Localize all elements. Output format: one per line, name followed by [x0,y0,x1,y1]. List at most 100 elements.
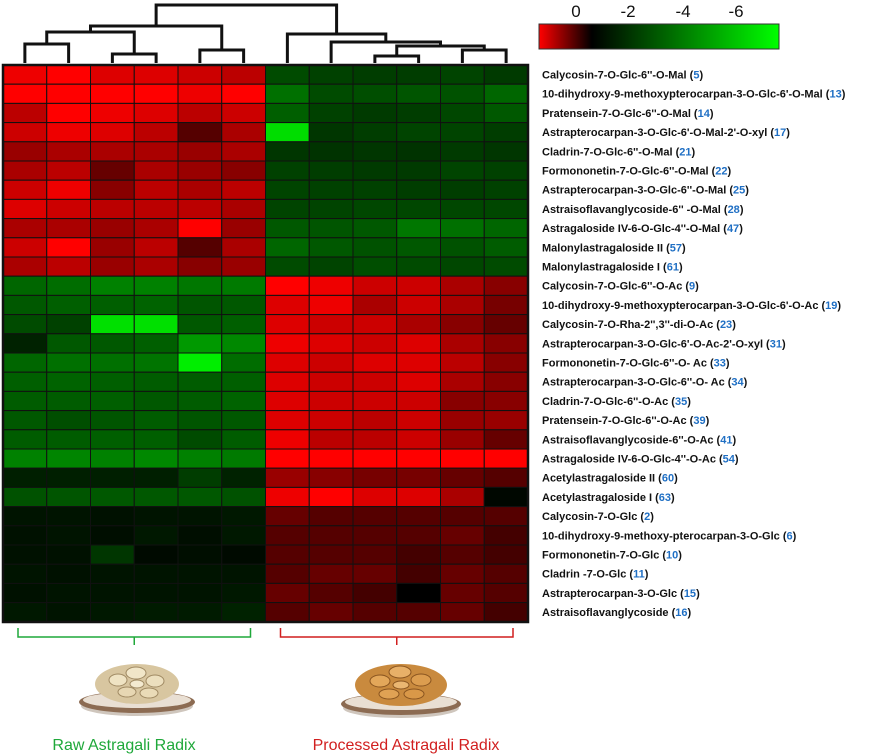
heatmap-cell [177,141,223,162]
heatmap-cell [308,64,354,85]
heatmap-cell [46,256,91,277]
row-label: Cladrin-7-O-Glc-6''-O-Ac (35) [542,396,691,408]
heatmap-cell [221,467,266,488]
heatmap-cell [308,141,354,162]
heatmap-cell [308,486,354,508]
row-label: Cladrin-7-O-Glc-6''-O-Mal (21) [542,146,696,158]
heatmap-cell [177,333,223,354]
heatmap-cell [265,275,310,296]
group-label: Raw Astragali Radix [52,737,195,754]
row-label: 10-dihydroxy-9-methoxypterocarpan-3-O-Gl… [542,300,841,312]
heatmap-cell [440,198,485,220]
heatmap-cell [265,141,310,162]
heatmap-cell [2,294,48,316]
heatmap-cell [396,544,441,565]
heatmap-cell [90,602,135,623]
dendrogram-branch [373,54,421,63]
heatmap-cell [2,179,48,200]
row-label: Astraisoflavanglycoside-6''-O-Ac (41) [542,434,736,446]
heatmap-cell [2,64,48,85]
heatmap-cell [396,275,441,296]
heatmap-cell [221,352,266,373]
heatmap-cell [177,122,223,143]
heatmap-cell [133,179,179,200]
heatmap-cell [221,179,266,200]
heatmap-cell [2,506,48,527]
heatmap-cell [308,237,354,258]
heatmap-cell [133,294,179,316]
heatmap-cell [352,83,398,104]
heatmap-cell [265,506,310,527]
heatmap-cell [396,525,441,546]
heatmap-cell [308,390,354,412]
heatmap-cell [483,256,529,277]
dendrogram-branch [460,48,508,63]
heatmap-cell [352,371,398,392]
heatmap-cell [265,122,310,143]
heatmap-cell [483,352,529,373]
heatmap-cell [483,410,529,431]
row-label: Calycosin-7-O-Rha-2'',3''-di-O-Ac (23) [542,319,736,331]
heatmap-cell [133,256,179,277]
heatmap-cell [2,83,48,104]
row-label: Acetylastragaloside I (63) [542,492,675,504]
heatmap-cell [133,198,179,220]
heatmap-cell [2,122,48,143]
compound-number: 19 [825,300,837,312]
heatmap-cell [177,314,223,335]
row-label: Calycosin-7-O-Glc-6''-O-Mal (5) [542,70,703,82]
group-bracket [279,628,514,645]
heatmap-cell [90,390,135,412]
heatmap-cell [265,371,310,392]
heatmap-cell [133,448,179,469]
heatmap-cell [133,467,179,488]
heatmap-cell [352,141,398,162]
heatmap-cell [133,122,179,143]
heatmap-cell [483,275,529,296]
heatmap-cell [46,198,91,220]
compound-number: 11 [633,569,645,581]
heatmap-cell [177,563,223,584]
compound-number: 33 [714,358,726,370]
heatmap-frame [1,63,530,624]
heatmap-cell [308,525,354,546]
heatmap-cell [396,429,441,450]
heatmap-cell [221,486,266,508]
heatmap-cell [483,486,529,508]
scale-tick-label: -4 [675,2,690,21]
heatmap-cell [440,525,485,546]
heatmap-cell [483,525,529,546]
compound-number: 5 [693,70,699,82]
heatmap-cell [90,467,135,488]
heatmap-cell [90,83,135,104]
heatmap-cell [483,122,529,143]
heatmap-cell [440,160,485,181]
heatmap-cell [90,237,135,258]
compound-number: 15 [684,588,696,600]
heatmap-cell [221,198,266,220]
heatmap-cell [352,179,398,200]
heatmap-cell [440,256,485,277]
row-label: Astrapterocarpan-3-O-Glc-6'-O-Ac-2'-O-xy… [542,338,786,350]
heatmap-cell [308,582,354,604]
dendrogram-branch [89,24,224,50]
row-label: Pratensein-7-O-Glc-6''-O-Mal (14) [542,108,714,120]
heatmap-cell [133,371,179,392]
compound-number: 9 [689,281,695,293]
color-scale-bar [538,23,780,50]
heatmap-cell [396,371,441,392]
heatmap-cell [396,256,441,277]
heatmap-cell [46,352,91,373]
heatmap-cell [265,448,310,469]
heatmap-cell [177,83,223,104]
compound-number: 13 [829,89,841,101]
compound-number: 41 [720,434,732,446]
heatmap-cell [308,410,354,431]
heatmap-cell [90,198,135,220]
compound-number: 63 [659,492,671,504]
heatmap-cell [133,563,179,584]
compound-number: 2 [644,511,650,523]
heatmap-cell [177,294,223,316]
heatmap-cell [440,83,485,104]
